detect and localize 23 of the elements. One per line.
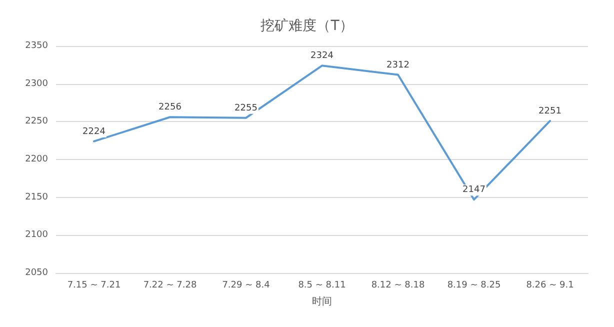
data-label: 2251 <box>538 106 562 116</box>
y-tick-label: 2350 <box>25 41 48 51</box>
x-axis-title: 时间 <box>312 296 332 308</box>
data-label: 2255 <box>234 103 258 114</box>
x-tick-label: 8.26 ~ 9.1 <box>526 280 574 290</box>
y-tick-label: 2050 <box>25 268 48 278</box>
data-label: 2256 <box>158 102 182 113</box>
x-tick-label: 7.22 ~ 7.28 <box>143 280 197 290</box>
x-tick-label: 7.29 ~ 8.4 <box>222 280 270 290</box>
y-tick-label: 2300 <box>25 78 48 89</box>
y-tick-label: 2100 <box>25 230 48 240</box>
x-tick-label: 8.5 ~ 8.11 <box>298 280 346 290</box>
y-tick-label: 2200 <box>25 154 48 164</box>
chart-title: 挖矿难度（T） <box>260 18 354 34</box>
x-tick-label: 7.15 ~ 7.21 <box>67 280 121 290</box>
data-label: 2147 <box>462 185 486 196</box>
data-label: 2324 <box>310 51 334 62</box>
x-tick-label: 8.19 ~ 8.25 <box>447 280 501 290</box>
x-tick-label: 8.12 ~ 8.18 <box>371 280 425 290</box>
y-tick-label: 2150 <box>25 192 48 202</box>
data-label: 2224 <box>82 126 106 137</box>
y-tick-label: 2250 <box>25 116 48 127</box>
data-label: 2312 <box>386 60 410 70</box>
